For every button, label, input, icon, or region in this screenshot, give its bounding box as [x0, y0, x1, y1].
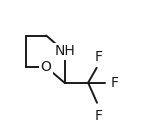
Text: F: F [95, 49, 103, 64]
Text: O: O [41, 60, 52, 74]
Text: NH: NH [54, 44, 75, 58]
Text: F: F [110, 76, 118, 90]
Text: F: F [95, 109, 103, 123]
